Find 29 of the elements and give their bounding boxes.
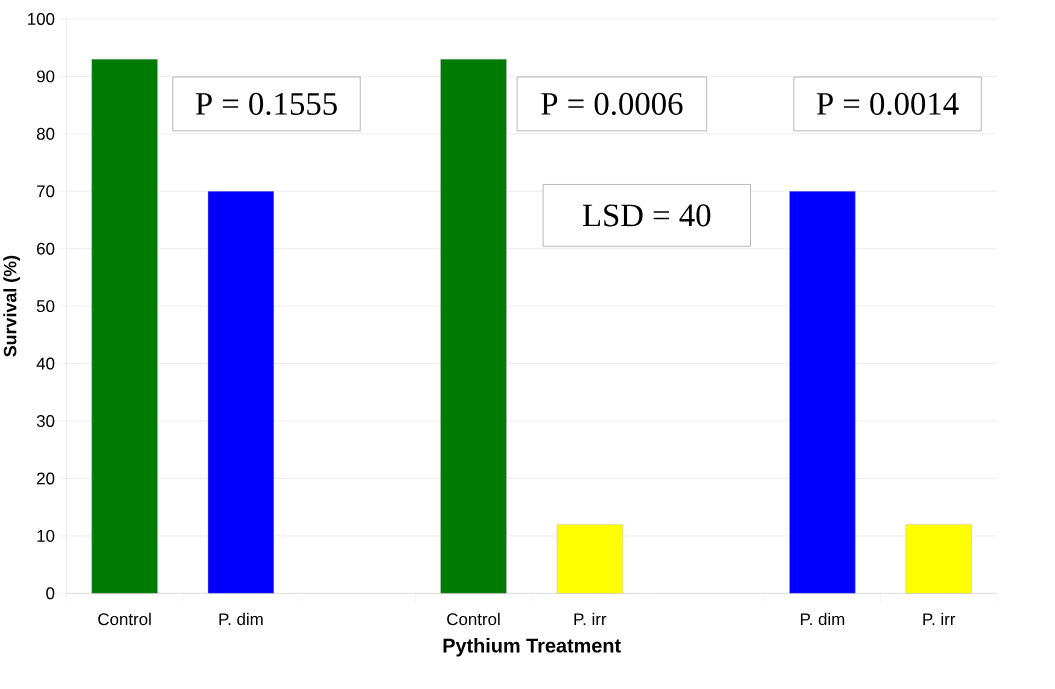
annotation: P = 0.0006 (541, 92, 683, 116)
bar (440, 58, 507, 594)
y-tick-label: 50 (36, 300, 55, 313)
annotation: P = 0.1555 (195, 92, 337, 116)
bar (789, 191, 856, 594)
y-tick-label: 90 (36, 70, 55, 83)
x-tick-label: P. irr (923, 612, 956, 625)
x-tick-label: Control (98, 612, 151, 626)
annotation: LSD = 40 (582, 204, 711, 227)
x-axis-title: Pythium Treatment (443, 637, 621, 657)
annotation: P = 0.0014 (816, 92, 959, 116)
y-tick-label: 60 (37, 242, 55, 255)
y-tick-label: 40 (36, 357, 55, 370)
y-tick-label: 80 (36, 127, 55, 140)
y-axis-title: Survival (%) (3, 255, 20, 357)
x-tick-label: P. dim (800, 612, 845, 626)
y-tick-label: 30 (36, 415, 55, 427)
x-tick-label: Control (447, 612, 500, 626)
bar (91, 58, 158, 594)
x-tick-label: P. irr (574, 612, 607, 625)
y-tick-label: 20 (37, 472, 55, 485)
y-tick-label: 10 (37, 529, 55, 542)
y-tick-label: 0 (46, 587, 55, 600)
x-tick-label: P. dim (219, 612, 263, 626)
bar (556, 524, 623, 594)
bar (905, 524, 972, 594)
y-tick-label: 70 (37, 185, 55, 198)
y-tick-label: 100 (28, 12, 55, 25)
bar (207, 191, 275, 594)
